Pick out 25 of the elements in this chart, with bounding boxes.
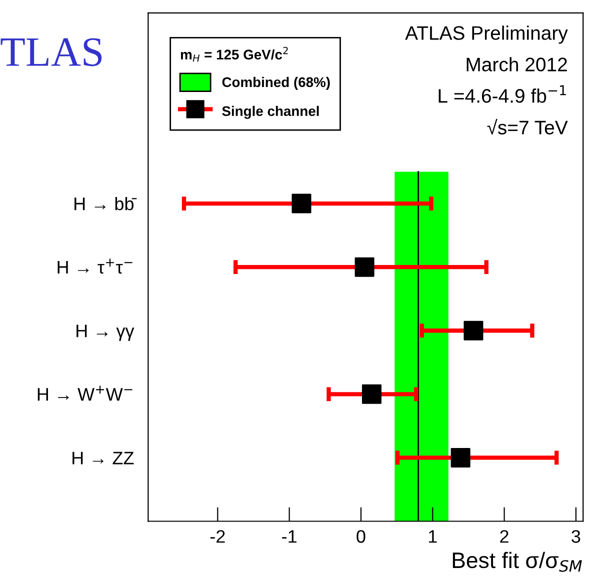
y-tick-label: H → W$^{+}$W$^{−}$ [38, 386, 132, 401]
x-tick-label: 2 [500, 530, 508, 543]
y-tick-label: H → bb̄ [74, 197, 137, 210]
x-tick-label: 1 [428, 530, 437, 543]
y-tick-label: H → γγ [76, 324, 134, 341]
point [362, 384, 382, 404]
x-tick-label: 0 [356, 530, 366, 543]
y-tick-label: H → τ$^{+}$τ$^{−}$ [58, 258, 132, 274]
legend-label: Single channel [222, 106, 319, 119]
legend-title: m$_{H}$ = 125 GeV/c$^{2}$ [180, 46, 288, 62]
text: √s=7 TeV [487, 118, 568, 134]
point [354, 257, 374, 277]
text: TLAS [0, 38, 102, 66]
x-tick-label: 3 [572, 530, 580, 543]
point [464, 320, 484, 340]
text: L =4.6-4.9 fb$^{−1}$ [438, 85, 566, 103]
legend-label: Combined (68%) [222, 76, 330, 90]
point [292, 194, 312, 214]
x-tick-label: -2 [210, 530, 225, 543]
y-tick-label: H → ZZ [72, 452, 134, 464]
text: ATLAS Preliminary [405, 26, 568, 44]
text: March 2012 [466, 57, 567, 72]
x-axis-title: Best fit σ/σ$_{SM}$ [452, 552, 582, 572]
x-tick-label: -1 [282, 530, 296, 543]
point [450, 448, 470, 468]
